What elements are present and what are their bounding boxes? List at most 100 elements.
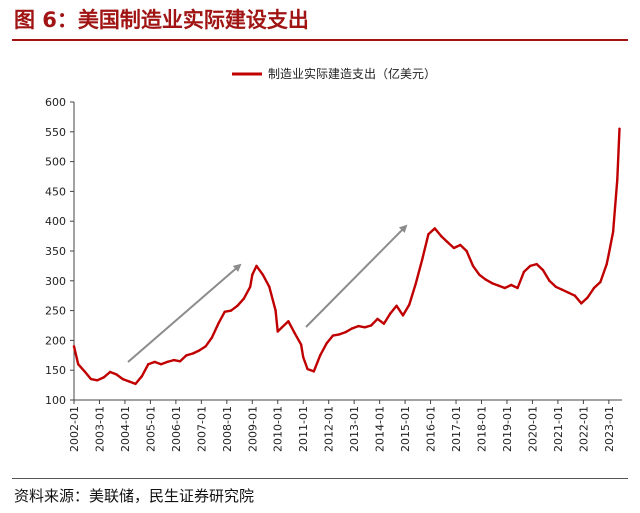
data-point: [471, 264, 475, 268]
chart-axes: 100 150 200 250 300 350 400 450 500 550 600 2002-01…: [45, 96, 622, 452]
data-point: [312, 370, 315, 373]
trend-arrow-1: [127, 263, 242, 363]
data-point: [293, 332, 296, 335]
data-point: [96, 379, 99, 382]
data-point: [567, 291, 570, 294]
data-point: [242, 297, 245, 300]
data-point: [465, 249, 468, 253]
data-point: [223, 310, 226, 313]
data-point: [573, 294, 577, 297]
data-point: [249, 285, 252, 288]
x-tick-label: 2019-01: [501, 406, 514, 452]
series-line-0: [72, 127, 621, 386]
data-point: [433, 227, 436, 230]
data-point: [560, 288, 564, 291]
data-point: [548, 279, 551, 282]
data-point: [478, 273, 481, 276]
data-point: [357, 324, 360, 328]
data-point: [580, 302, 583, 305]
data-point: [338, 333, 341, 336]
x-tick-label: 2002-01: [68, 406, 81, 452]
data-point: [363, 326, 366, 329]
data-point: [159, 363, 163, 366]
data-point: [616, 178, 619, 181]
data-point: [134, 382, 137, 386]
data-point: [128, 380, 131, 383]
source-divider: [12, 478, 628, 479]
data-point: [414, 282, 417, 285]
data-point: [618, 127, 621, 130]
data-point: [178, 360, 182, 363]
data-point: [236, 304, 239, 307]
data-point: [115, 373, 118, 376]
y-tick-label: 550: [45, 126, 66, 139]
data-point: [554, 285, 557, 288]
y-tick-label: 450: [45, 185, 66, 198]
legend-label: 制造业实际建造支出（亿美元）: [268, 66, 436, 81]
y-tick-label: 500: [45, 156, 66, 169]
data-point: [510, 283, 513, 287]
data-point: [497, 284, 500, 287]
data-point: [459, 243, 462, 247]
x-tick-label: 2006-01: [170, 406, 183, 452]
x-tick-label: 2021-01: [552, 406, 565, 452]
data-point: [204, 345, 207, 348]
data-point: [83, 370, 86, 373]
data-point: [389, 312, 392, 315]
trend-arrow-2: [305, 224, 408, 328]
data-point: [331, 334, 335, 337]
data-point: [535, 262, 538, 266]
x-tick-label: 2012-01: [323, 406, 336, 452]
data-point: [198, 349, 201, 352]
data-point: [261, 273, 265, 276]
x-tick-label: 2008-01: [221, 406, 234, 452]
data-point: [607, 252, 610, 256]
data-point: [395, 304, 398, 307]
x-tick-label: 2003-01: [93, 406, 106, 452]
data-point: [229, 309, 233, 312]
data-point: [302, 355, 305, 359]
data-point: [72, 345, 76, 348]
data-point: [529, 264, 532, 268]
data-point: [185, 354, 188, 357]
y-tick-label: 250: [45, 305, 66, 318]
x-tick-label: 2018-01: [475, 406, 488, 452]
data-point: [490, 282, 494, 285]
data-point: [166, 360, 169, 364]
data-point: [522, 270, 526, 274]
y-tick-label: 400: [45, 215, 66, 228]
data-point: [427, 233, 430, 236]
y-tick-label: 600: [45, 96, 66, 109]
data-point: [401, 314, 405, 317]
x-tick-label: 2009-01: [246, 406, 259, 452]
plot-area: [72, 127, 621, 386]
data-point: [210, 336, 214, 339]
x-tick-label: 2013-01: [348, 406, 361, 452]
data-point: [89, 377, 93, 381]
line-chart: 制造业实际建造支出（亿美元） 100 150 200 250 300 350 400 450 5…: [45, 66, 622, 452]
data-point: [140, 375, 144, 378]
data-point: [408, 303, 411, 306]
data-point: [153, 360, 156, 364]
data-point: [350, 327, 354, 330]
data-point: [306, 367, 309, 371]
x-tick-label: 2023-01: [603, 406, 616, 452]
y-tick-label: 150: [45, 364, 66, 377]
x-tick-label: 2014-01: [374, 406, 387, 452]
data-point: [255, 264, 258, 268]
data-point: [599, 280, 602, 284]
data-point: [420, 258, 424, 262]
chart-legend: 制造业实际建造支出（亿美元）: [232, 66, 436, 81]
data-point: [287, 320, 290, 323]
data-point: [503, 286, 506, 290]
data-point: [376, 317, 379, 321]
x-tick-label: 2007-01: [195, 406, 208, 452]
y-tick-label: 350: [45, 245, 66, 258]
data-point: [102, 376, 105, 379]
data-point: [299, 343, 303, 346]
data-point: [276, 330, 279, 333]
x-tick-label: 2011-01: [297, 406, 310, 452]
data-point: [440, 234, 443, 238]
data-point: [147, 363, 150, 366]
data-point: [191, 352, 195, 355]
